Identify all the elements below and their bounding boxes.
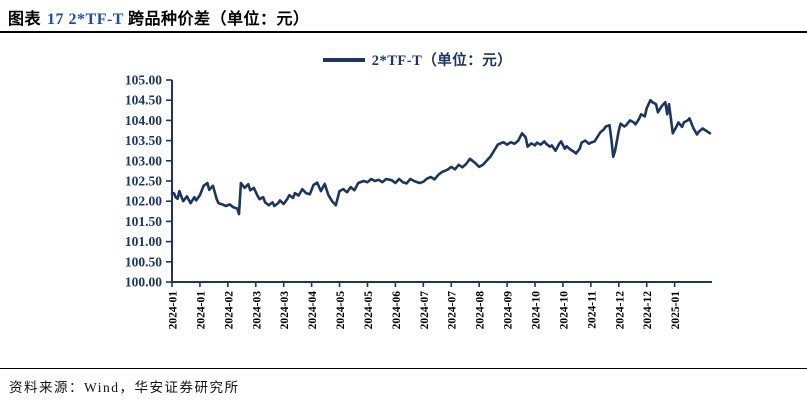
figure-title: 图表 17 2*TF-T 跨品种价差（单位：元） — [8, 5, 807, 29]
footer-divider — [0, 368, 807, 369]
x-tick-label: 2024-12 — [642, 291, 654, 330]
figure-title-number: 17 2*TF-T — [47, 11, 124, 28]
series-line — [170, 98, 712, 216]
x-tick-label: 2024-03 — [251, 291, 263, 330]
legend-series-label: 2*TF-T（单位：元） — [371, 53, 513, 69]
x-tick-label: 2024-10 — [558, 291, 570, 330]
chart-legend: 2*TF-T（单位：元） — [14, 49, 807, 70]
y-tick-label: 102.50 — [125, 174, 162, 189]
x-tick-label: 2024-05 — [335, 291, 347, 330]
figure-title-text: 跨品种价差（单位：元） — [127, 11, 310, 28]
y-tick-label: 100.50 — [125, 254, 162, 269]
x-tick-label: 2025-01 — [670, 291, 682, 330]
x-tick-label: 2024-07 — [447, 291, 459, 330]
x-tick-label: 2024-09 — [503, 291, 515, 330]
x-tick-label: 2024-10 — [531, 291, 543, 330]
x-tick-label: 2024-06 — [391, 291, 403, 330]
x-tick-label: 2024-04 — [307, 291, 319, 330]
y-tick-label: 100.00 — [125, 275, 162, 290]
price-line-chart: 105.00 104.50 104.00 103.50 103.00 102.50 102.… — [125, 73, 712, 330]
y-tick-label: 102.00 — [125, 194, 162, 209]
legend-line-sample-icon — [322, 57, 365, 62]
x-tick-label: 2024-01 — [195, 291, 207, 330]
y-tick-label: 103.50 — [125, 133, 162, 148]
y-tick-label: 104.50 — [125, 93, 162, 108]
y-tick-label: 104.00 — [125, 113, 162, 128]
x-tick-label: 2024-08 — [475, 291, 487, 330]
figure-title-prefix: 图表 — [8, 11, 42, 28]
data-source-note: 资料来源：Wind，华安证券研究所 — [9, 380, 240, 395]
y-tick-label: 101.50 — [125, 214, 162, 229]
y-tick-label: 101.00 — [125, 234, 162, 249]
x-tick-label: 2024-07 — [419, 291, 431, 330]
title-divider — [0, 31, 807, 33]
x-tick-label: 2024-01 — [168, 291, 180, 330]
y-tick-label: 103.00 — [125, 153, 162, 168]
x-tick-label: 2024-12 — [614, 291, 626, 330]
x-tick-label: 2024-02 — [223, 291, 235, 330]
y-tick-label: 105.00 — [125, 73, 162, 88]
x-tick-label: 2024-11 — [586, 291, 598, 329]
x-tick-label: 2024-05 — [363, 291, 375, 330]
x-tick-label: 2024-03 — [279, 291, 291, 330]
